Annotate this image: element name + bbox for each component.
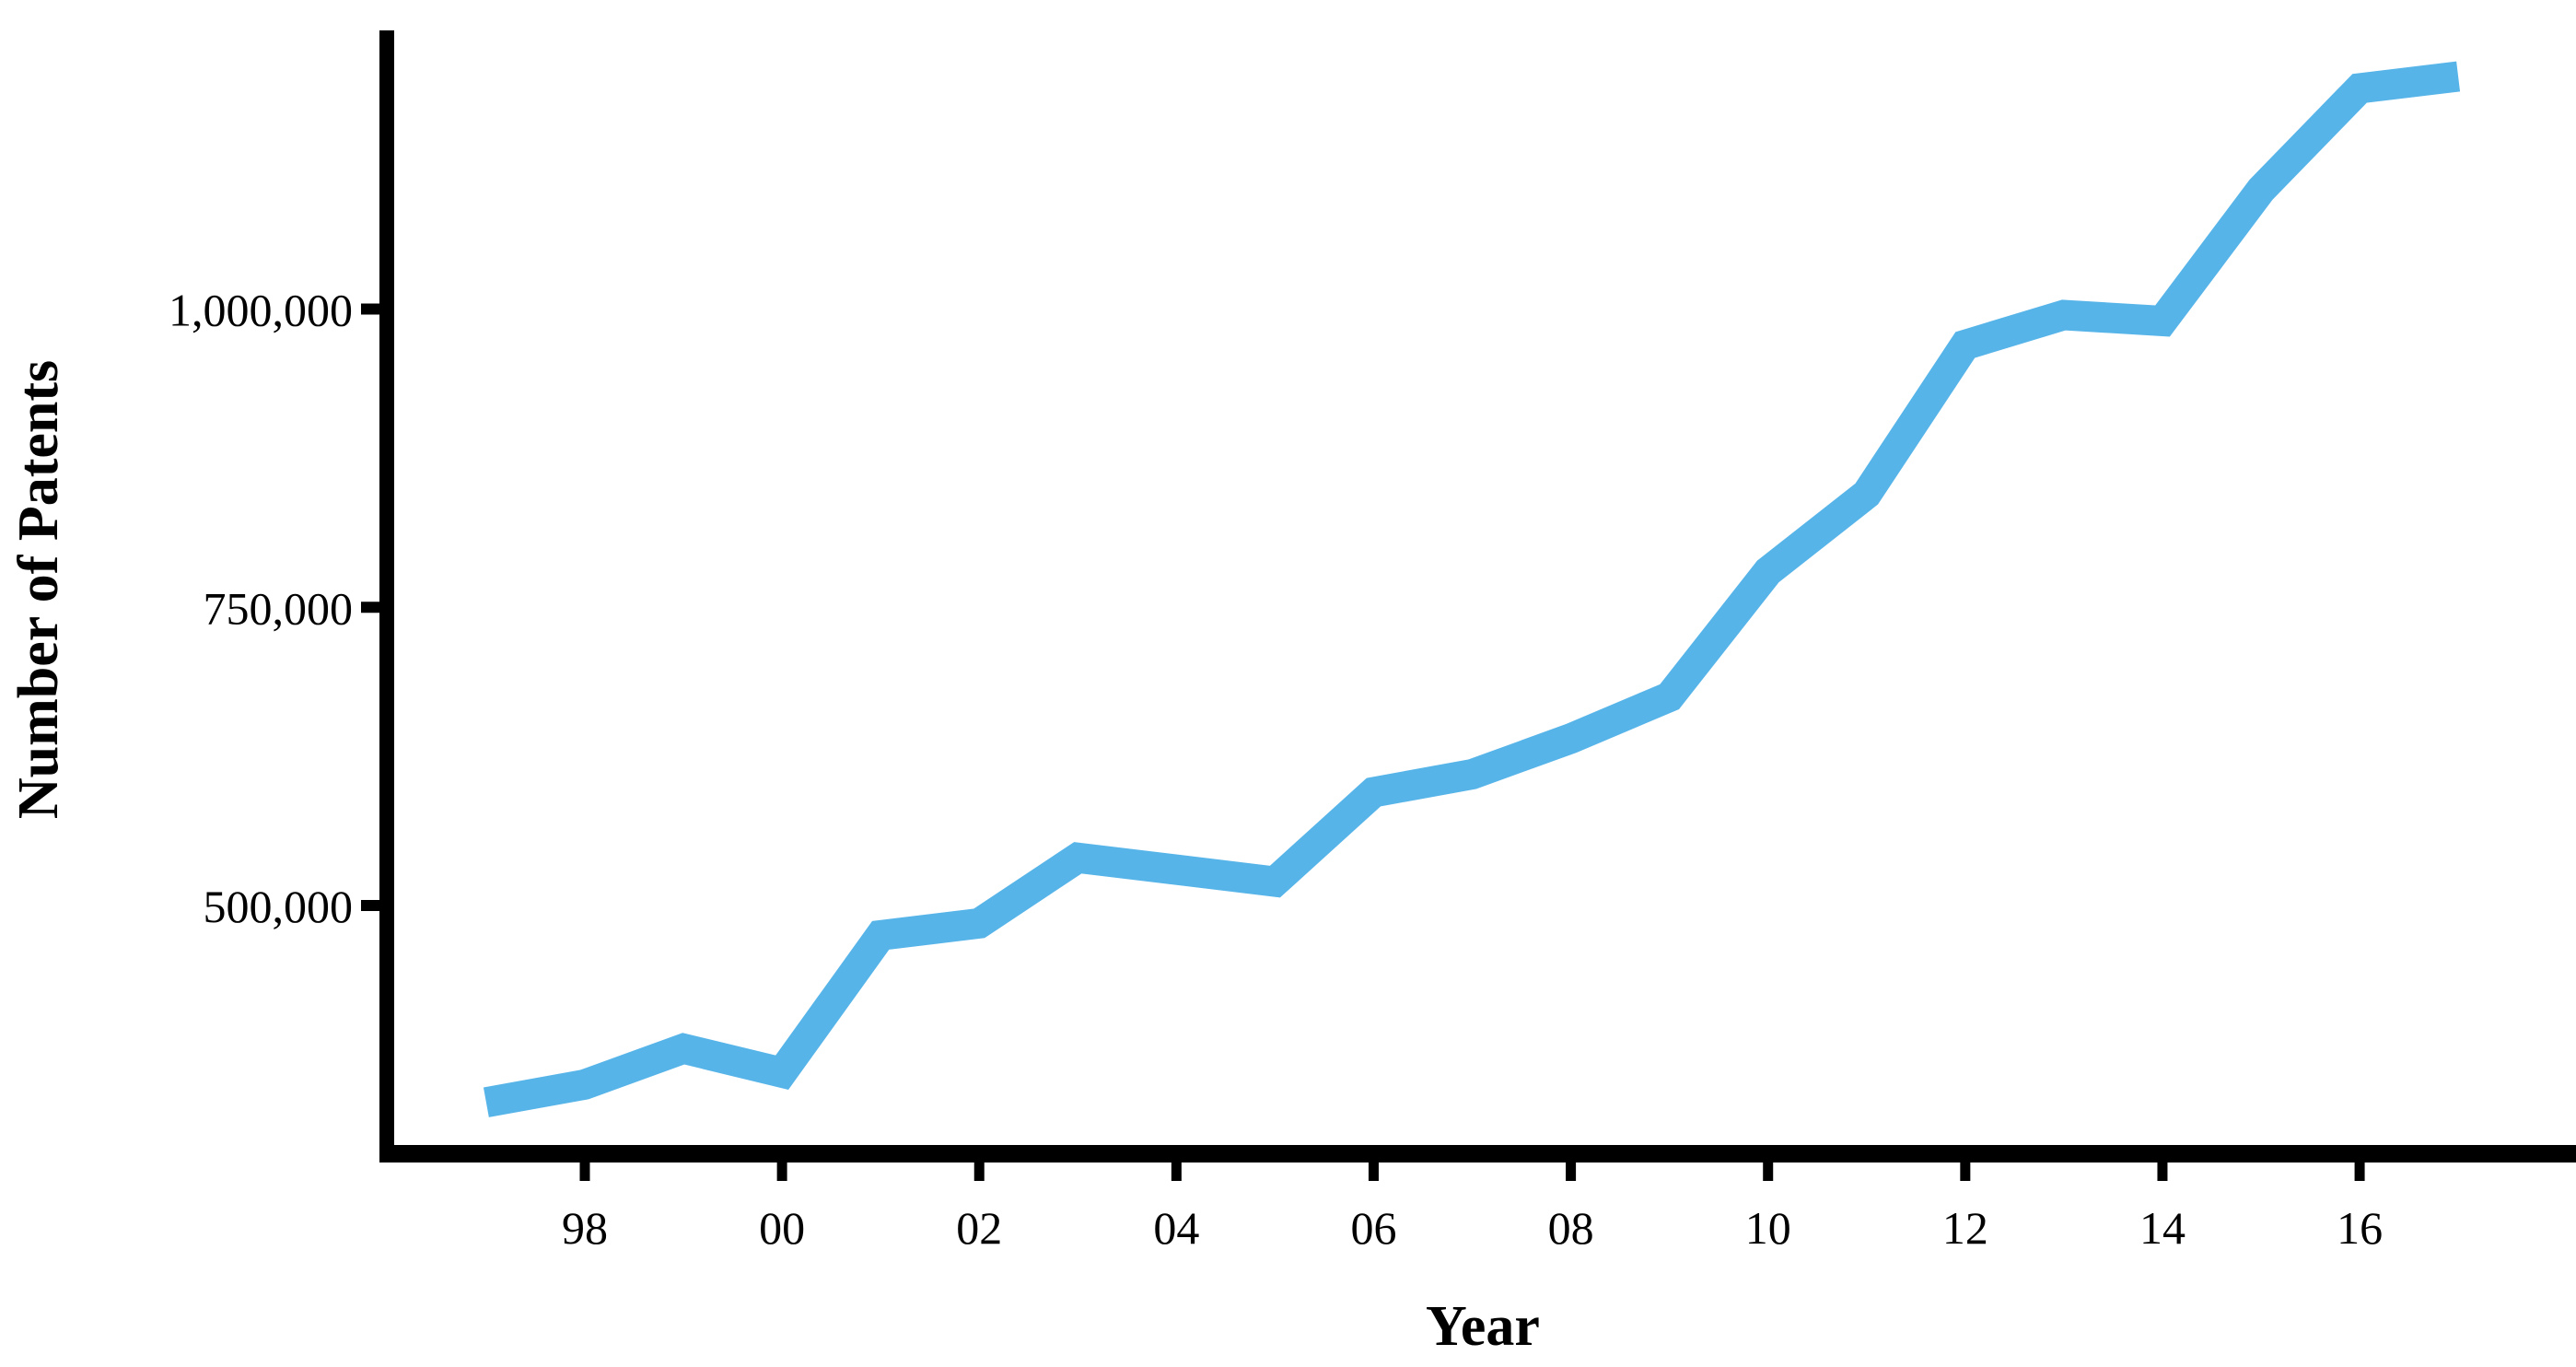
y-axis-line — [379, 30, 394, 1163]
x-tick-label: 14 — [2139, 1202, 2186, 1254]
y-tick-label: 500,000 — [204, 881, 354, 932]
x-tick-label: 04 — [1153, 1202, 1199, 1254]
y-tick — [361, 900, 379, 911]
x-tick — [2354, 1163, 2365, 1181]
x-ticks-group: 98 00 02 04 06 08 10 12 14 16 — [562, 1163, 2383, 1254]
x-tick — [1171, 1163, 1182, 1181]
x-tick — [1566, 1163, 1577, 1181]
y-ticks-group: 500,000 750,000 1,000,000 — [169, 285, 379, 932]
x-tick — [2157, 1163, 2168, 1181]
y-tick — [361, 303, 379, 315]
x-tick — [1368, 1163, 1379, 1181]
x-axis-line — [379, 1145, 2576, 1163]
y-tick-label: 1,000,000 — [169, 285, 353, 336]
y-tick — [361, 602, 379, 613]
x-tick-label: 02 — [956, 1202, 1002, 1254]
x-tick — [1763, 1163, 1774, 1181]
x-tick-label: 00 — [759, 1202, 805, 1254]
x-tick-label: 12 — [1942, 1202, 1988, 1254]
patents-series-line — [483, 61, 2461, 1117]
x-axis-title: Year — [1426, 1295, 1540, 1358]
x-tick — [579, 1163, 590, 1181]
x-tick — [776, 1163, 787, 1181]
x-tick-label: 16 — [2337, 1202, 2383, 1254]
x-tick — [1960, 1163, 1971, 1181]
x-tick-label: 06 — [1350, 1202, 1396, 1254]
series-line-group — [483, 61, 2461, 1117]
x-tick-label: 10 — [1745, 1202, 1791, 1254]
y-tick-label: 750,000 — [204, 582, 354, 634]
y-axis-title: Number of Patents — [7, 360, 70, 819]
x-tick — [973, 1163, 985, 1181]
x-tick-label: 08 — [1548, 1202, 1594, 1254]
x-tick-label: 98 — [562, 1202, 608, 1254]
